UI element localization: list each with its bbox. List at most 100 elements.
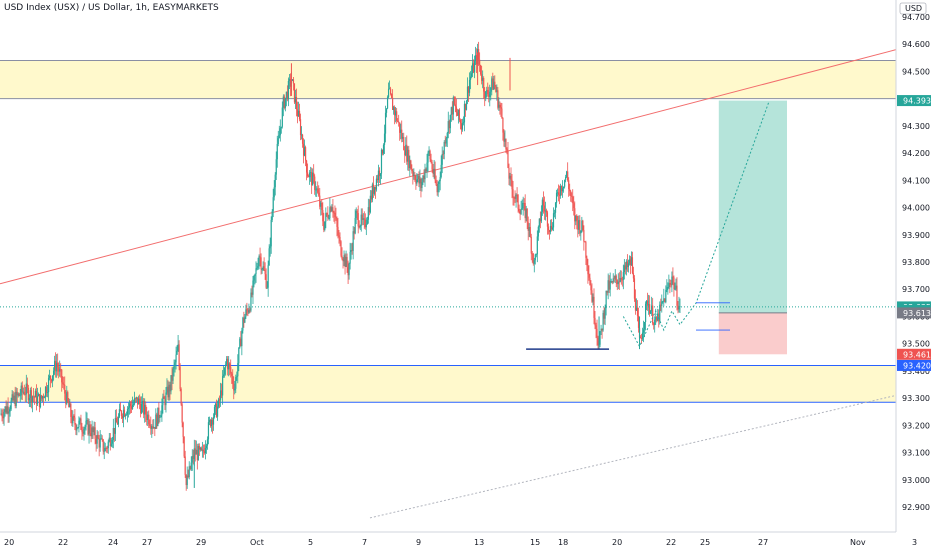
candle-body [79, 418, 81, 421]
target-zone[interactable] [718, 100, 787, 313]
candle-body [603, 312, 605, 319]
candle-body [29, 390, 31, 398]
zone-fill [0, 60, 896, 99]
candle-body [362, 218, 364, 220]
candle-body [665, 289, 667, 303]
candle-body [323, 221, 325, 230]
candle-body [395, 111, 397, 116]
projection-path[interactable] [622, 101, 770, 348]
candle-body [485, 91, 487, 99]
candle-body [633, 278, 636, 299]
candle-body [566, 171, 568, 177]
candle-body [282, 96, 284, 108]
candle-body [534, 254, 536, 261]
candle-body [149, 424, 151, 426]
candle-body [661, 301, 663, 306]
candle-body [175, 354, 177, 363]
candle-body [551, 227, 554, 230]
candle-body [250, 292, 252, 311]
candle-body [391, 93, 393, 98]
candle-body [179, 366, 181, 389]
candle-body [626, 261, 628, 268]
candle-body [363, 218, 365, 220]
candle-body [515, 194, 517, 199]
y-tick-label: 94.300 [902, 122, 930, 131]
candle-body [229, 363, 231, 368]
candle-body [152, 426, 154, 429]
candle-body [209, 420, 212, 427]
candle-body [544, 210, 547, 212]
candle-body [608, 280, 610, 290]
candle-body [523, 202, 525, 204]
dotted-trend-line[interactable] [369, 394, 897, 519]
candle-body [507, 150, 509, 168]
chart-title: USD Index (USX) / US Dollar, 1h, EASYMAR… [4, 3, 219, 13]
candle-body [30, 390, 32, 403]
candle-body [210, 419, 213, 427]
candle-body [0, 413, 2, 415]
candle-body [369, 195, 371, 213]
candle-body [85, 420, 87, 427]
candle-body [568, 180, 570, 190]
candle-body [543, 205, 546, 212]
candle-body [247, 310, 249, 313]
candle-body [434, 168, 436, 181]
candle-body [133, 398, 136, 404]
candle-body [286, 91, 288, 100]
candle-body [193, 448, 195, 460]
candle-body [459, 119, 462, 124]
candle-body [644, 303, 647, 323]
y-tick-label: 93.500 [902, 340, 930, 349]
candle-body [630, 257, 633, 266]
candle-body [317, 188, 319, 193]
price-axis[interactable] [896, 0, 932, 550]
time-axis[interactable] [0, 532, 932, 550]
stop-zone[interactable] [718, 312, 787, 355]
candle-body [345, 256, 347, 267]
candle-body [329, 207, 331, 219]
candle-body [66, 392, 68, 404]
candle-body [162, 396, 164, 406]
candle-body [320, 202, 322, 207]
candle-body [481, 74, 483, 81]
candle-body [657, 313, 659, 321]
candle-body [270, 219, 272, 247]
candle-body [490, 87, 492, 92]
candle-body [542, 199, 544, 206]
candle-body [639, 337, 642, 339]
candle-body [425, 169, 427, 172]
candle-body [239, 338, 241, 348]
candle-body [360, 214, 362, 226]
candle-body [102, 439, 104, 452]
candle-body [554, 202, 557, 213]
candle-body [265, 274, 267, 288]
candle-body [382, 144, 385, 154]
candle-body [416, 178, 418, 184]
candle-body [117, 416, 119, 425]
price-label: 93.420 [903, 361, 931, 370]
candle-body [289, 79, 292, 87]
candle-body [463, 103, 466, 123]
candle-body [549, 225, 552, 233]
candle-body [677, 305, 679, 310]
candle-body [410, 160, 412, 170]
candle-body [517, 194, 519, 209]
candle-body [10, 400, 12, 410]
candle-body [510, 175, 512, 180]
candle-body [3, 411, 5, 419]
candle-body [146, 414, 148, 421]
candle-body [249, 309, 251, 311]
candle-body [438, 181, 440, 184]
candle-body [38, 394, 41, 407]
candle-body [346, 256, 348, 268]
candle-body [23, 391, 25, 395]
trend-line[interactable] [0, 49, 897, 285]
price-label-box [897, 95, 931, 107]
candle-body [334, 212, 336, 217]
candle-body [667, 287, 669, 288]
candle-body [60, 369, 62, 371]
candle-body [449, 114, 451, 129]
candle-body [197, 446, 199, 461]
candle-body [393, 107, 395, 110]
